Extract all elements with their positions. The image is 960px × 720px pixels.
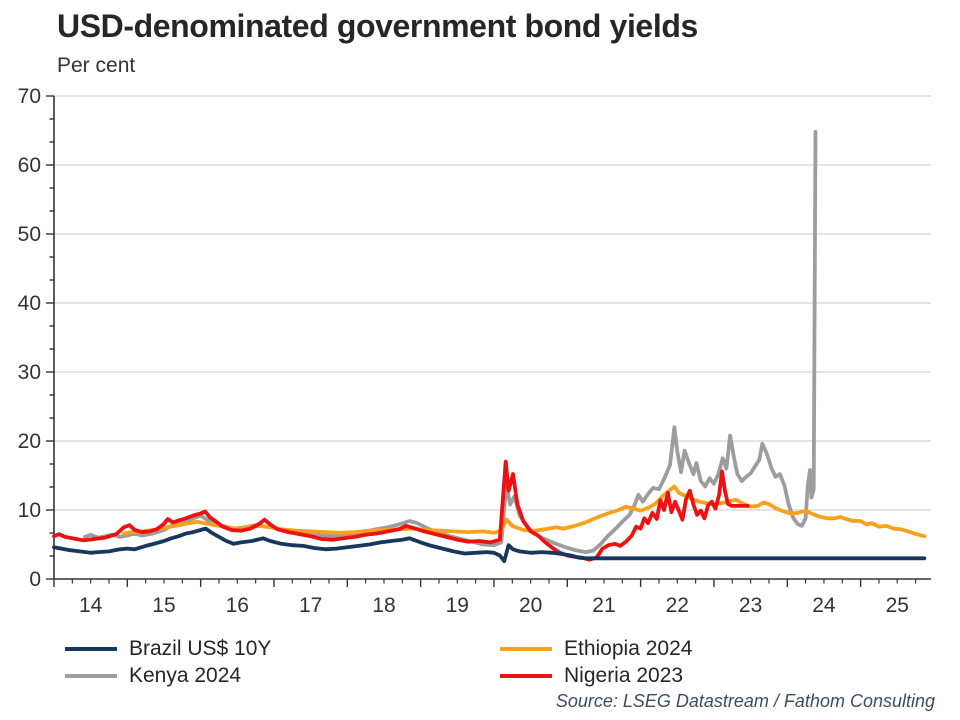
legend-item-kenya-2024: Kenya 2024 xyxy=(65,664,500,688)
legend-swatch-kenya-2024 xyxy=(65,673,117,678)
y-tick-label: 10 xyxy=(18,499,41,522)
source-credit: Source: LSEG Datastream / Fathom Consult… xyxy=(555,691,935,711)
y-tick-label: 50 xyxy=(18,223,41,246)
legend-swatch-brazil-us-10y xyxy=(65,646,117,651)
y-tick-label: 70 xyxy=(18,85,41,108)
legend-item-brazil-us-10y: Brazil US$ 10Y xyxy=(65,637,500,661)
x-tick-label: 15 xyxy=(152,594,175,617)
legend-item-ethiopia-2024: Ethiopia 2024 xyxy=(500,637,692,661)
x-tick-label: 14 xyxy=(79,594,103,617)
series-line-brazil-us-10y xyxy=(52,526,927,563)
x-tick-label: 21 xyxy=(592,594,615,617)
x-tick-label: 18 xyxy=(372,594,395,617)
legend-label: Nigeria 2023 xyxy=(564,663,684,687)
series-line-kenya-2024 xyxy=(82,129,818,554)
y-tick-label: 60 xyxy=(18,154,41,177)
legend-swatch-ethiopia-2024 xyxy=(500,646,552,651)
x-tick-label: 23 xyxy=(739,594,762,617)
x-tick-label: 22 xyxy=(666,594,689,617)
x-tick-label: 20 xyxy=(519,594,542,617)
legend-item-nigeria-2023: Nigeria 2023 xyxy=(500,664,692,688)
chart-title: USD-denominated government bond yields xyxy=(57,8,698,44)
series-line-nigeria-2023 xyxy=(52,459,750,562)
legend-swatch-nigeria-2023 xyxy=(500,673,552,678)
x-tick-label: 25 xyxy=(886,594,909,617)
chart-subtitle: Per cent xyxy=(57,54,136,77)
y-tick-label: 30 xyxy=(18,361,41,384)
legend-label: Kenya 2024 xyxy=(129,663,242,687)
legend-label: Ethiopia 2024 xyxy=(564,636,693,660)
x-tick-label: 24 xyxy=(812,594,836,617)
y-tick-label: 40 xyxy=(18,292,41,315)
y-tick-label: 0 xyxy=(29,568,41,591)
legend-label: Brazil US$ 10Y xyxy=(129,636,272,660)
x-tick-label: 17 xyxy=(299,594,322,617)
x-tick-label: 16 xyxy=(226,594,249,617)
legend: Brazil US$ 10Y Kenya 2024 Ethiopia 2024 Nig… xyxy=(65,635,692,689)
x-tick-label: 19 xyxy=(446,594,469,617)
y-tick-label: 20 xyxy=(18,430,41,453)
